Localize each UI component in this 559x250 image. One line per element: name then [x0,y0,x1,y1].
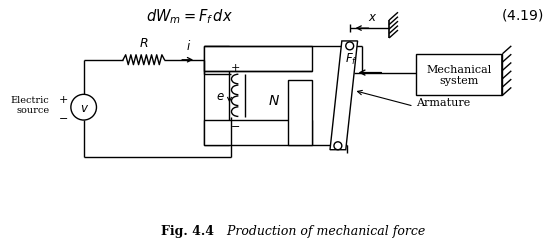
Text: $F_f$: $F_f$ [345,51,357,66]
Polygon shape [330,42,358,150]
Text: $N$: $N$ [268,94,280,108]
Bar [288,81,312,145]
Text: Production of mechanical force: Production of mechanical force [219,224,425,237]
Text: $(4.19)$: $(4.19)$ [501,7,544,23]
Text: $+$: $+$ [230,61,240,72]
Text: Armature: Armature [416,98,470,108]
Text: Fig. 4.4: Fig. 4.4 [161,224,214,237]
Bar [204,47,229,145]
Text: $R$: $R$ [139,37,149,50]
Text: $i$: $i$ [187,39,192,52]
Text: Mechanical
system: Mechanical system [427,64,492,86]
Text: $-$: $-$ [230,120,240,130]
Text: $x$: $x$ [368,11,377,24]
Text: $e$: $e$ [216,90,225,102]
Text: $-$: $-$ [58,112,68,122]
Text: $+$: $+$ [58,94,68,104]
Bar [416,54,503,96]
Text: Electric
source: Electric source [11,95,49,114]
Text: $dW_m = F_f\,dx$: $dW_m = F_f\,dx$ [145,7,233,26]
Text: $v$: $v$ [80,101,89,114]
Bar [204,120,312,145]
Bar [204,47,312,71]
